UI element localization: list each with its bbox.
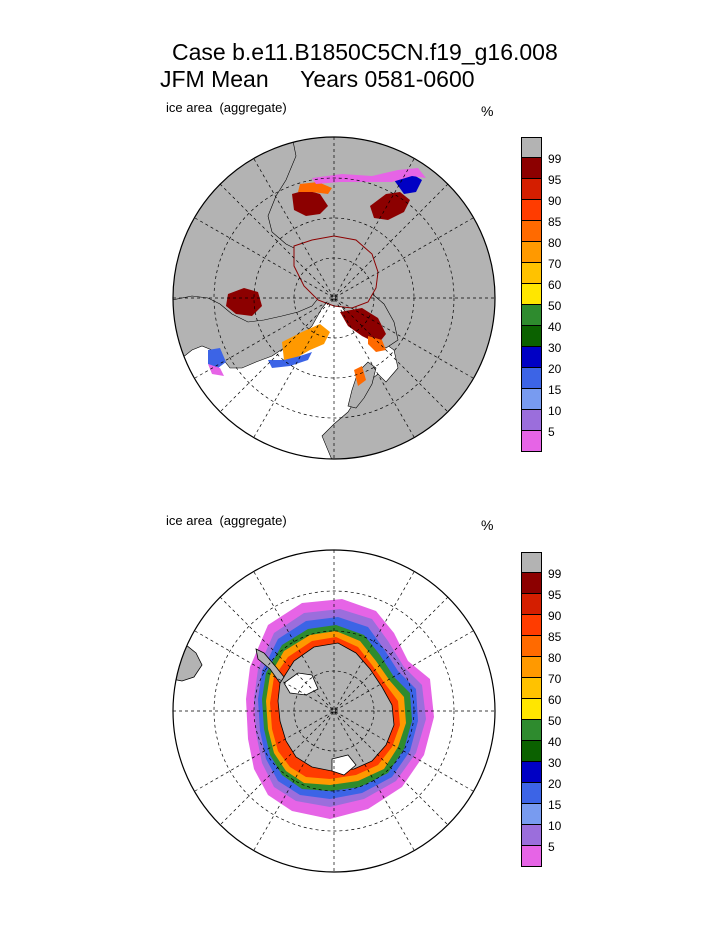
south-colorbar-swatch — [521, 657, 542, 678]
south-colorbar-label: 99 — [548, 567, 562, 581]
south-colorbar-swatch — [521, 594, 542, 615]
north-map-svg — [172, 136, 496, 460]
north-colorbar-swatch — [521, 137, 542, 158]
north-colorbar-swatch — [521, 284, 542, 305]
title-period: JFM Mean Years 0581-0600 — [160, 66, 475, 92]
south-colorbar-label: 30 — [548, 756, 562, 770]
title-case: Case b.e11.B1850C5CN.f19_g16.008 — [172, 39, 558, 65]
north-variable-label: ice area (aggregate) — [166, 100, 287, 115]
north-colorbar-label: 5 — [548, 425, 555, 439]
north-colorbar-swatch — [521, 158, 542, 179]
south-colorbar-swatch — [521, 846, 542, 867]
north-colorbar-swatch — [521, 221, 542, 242]
south-colorbar-swatch — [521, 783, 542, 804]
south-colorbar-label: 40 — [548, 735, 562, 749]
north-colorbar-swatch — [521, 179, 542, 200]
north-unit-label: % — [481, 103, 494, 119]
north-colorbar-swatch — [521, 347, 542, 368]
north-graticule — [173, 137, 495, 459]
north-colorbar-swatch — [521, 200, 542, 221]
south-colorbar-swatch — [521, 636, 542, 657]
north-colorbar-swatch — [521, 263, 542, 284]
north-ice-barents-edge — [368, 336, 386, 352]
north-colorbar-label: 50 — [548, 299, 562, 313]
north-ice-okhotsk-edge — [298, 182, 332, 194]
north-colorbar-swatch — [521, 410, 542, 431]
south-colorbar-label: 60 — [548, 693, 562, 707]
north-ice-labrador-edge — [268, 352, 312, 368]
north-ice-west-fringe — [208, 364, 224, 376]
south-unit-label: % — [481, 517, 494, 533]
north-ice-bering-fringe — [312, 168, 426, 184]
north-arctic-ice — [293, 235, 379, 309]
south-colorbar-label: 70 — [548, 672, 562, 686]
north-colorbar-swatch — [521, 242, 542, 263]
north-colorbar-label: 20 — [548, 362, 562, 376]
south-variable-label: ice area (aggregate) — [166, 513, 287, 528]
south-map-border — [172, 549, 496, 873]
south-colorbar-label: 50 — [548, 714, 562, 728]
south-polar-map — [172, 549, 496, 873]
south-colorbar-swatch — [521, 741, 542, 762]
north-colorbar-swatch — [521, 368, 542, 389]
south-colorbar-swatch — [521, 825, 542, 846]
south-colorbar-label: 85 — [548, 630, 562, 644]
north-colorbar-label: 15 — [548, 383, 562, 397]
north-map-border — [172, 136, 496, 460]
north-colorbar-label: 80 — [548, 236, 562, 250]
north-colorbar-swatch — [521, 431, 542, 452]
south-colorbar-label: 80 — [548, 651, 562, 665]
south-colorbar-swatch — [521, 552, 542, 573]
north-ice-bering — [370, 192, 410, 220]
south-colorbar-label: 5 — [548, 840, 555, 854]
south-colorbar-label: 95 — [548, 588, 562, 602]
south-land-ross-shelf — [331, 754, 357, 776]
south-colorbar-swatch — [521, 699, 542, 720]
north-colorbar-label: 70 — [548, 257, 562, 271]
south-colorbar-swatch — [521, 804, 542, 825]
north-colorbar-swatch — [521, 305, 542, 326]
north-polar-map — [172, 136, 496, 460]
south-colorbar-swatch — [521, 615, 542, 636]
south-land-ronne-shelf — [283, 672, 319, 696]
south-colorbar-label: 20 — [548, 777, 562, 791]
south-colorbar-swatch — [521, 573, 542, 594]
north-colorbar-label: 10 — [548, 404, 562, 418]
south-graticule — [173, 550, 495, 872]
north-colorbar-label: 60 — [548, 278, 562, 292]
north-ice-labrador — [282, 324, 330, 360]
north-colorbar-label: 90 — [548, 194, 562, 208]
south-colorbar-swatch — [521, 720, 542, 741]
south-map-svg — [172, 549, 496, 873]
north-colorbar-label: 30 — [548, 341, 562, 355]
north-ice-baltic — [354, 366, 366, 386]
north-colorbar-label: 85 — [548, 215, 562, 229]
north-colorbar-swatch — [521, 326, 542, 347]
south-colorbar-label: 90 — [548, 609, 562, 623]
north-colorbar-label: 40 — [548, 320, 562, 334]
south-colorbar-label: 10 — [548, 819, 562, 833]
north-colorbar-label: 95 — [548, 173, 562, 187]
north-land-scandinavia — [347, 361, 377, 409]
south-colorbar-swatch — [521, 762, 542, 783]
south-colorbar-swatch — [521, 678, 542, 699]
north-ice-okhotsk — [292, 190, 328, 216]
north-colorbar-swatch — [521, 389, 542, 410]
south-land-peninsula — [255, 648, 285, 684]
south-colorbar-label: 15 — [548, 798, 562, 812]
north-ice-hudson — [226, 288, 262, 316]
north-colorbar-label: 99 — [548, 152, 562, 166]
